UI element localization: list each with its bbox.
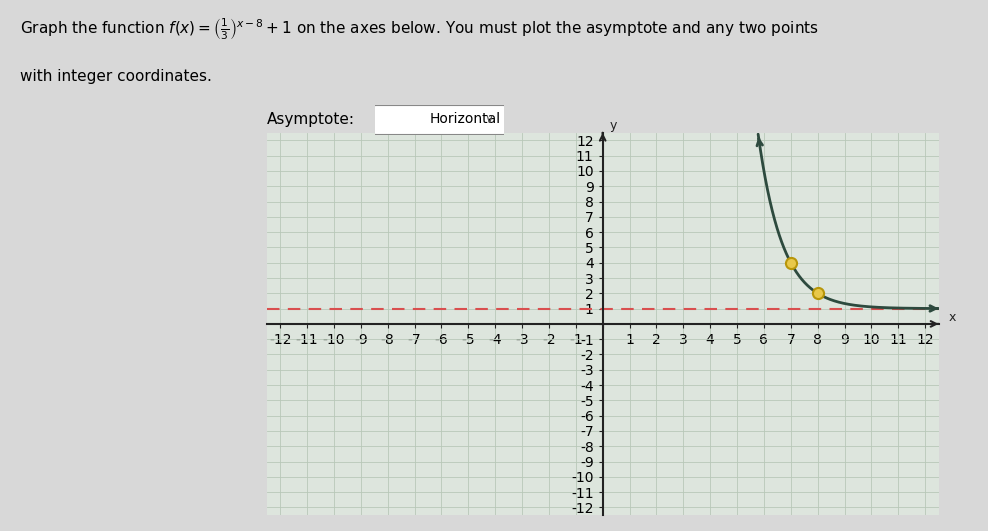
Text: y: y (610, 118, 618, 132)
Text: x: x (948, 311, 955, 324)
Text: Horizontal: Horizontal (430, 113, 501, 126)
Text: Asymptote:: Asymptote: (267, 112, 355, 126)
Text: ∨: ∨ (484, 113, 493, 126)
FancyBboxPatch shape (372, 105, 507, 135)
Text: Graph the function $f(x) = \left(\frac{1}{3}\right)^{x-8}+1$ on the axes below. : Graph the function $f(x) = \left(\frac{1… (20, 16, 819, 42)
Text: with integer coordinates.: with integer coordinates. (20, 69, 211, 84)
